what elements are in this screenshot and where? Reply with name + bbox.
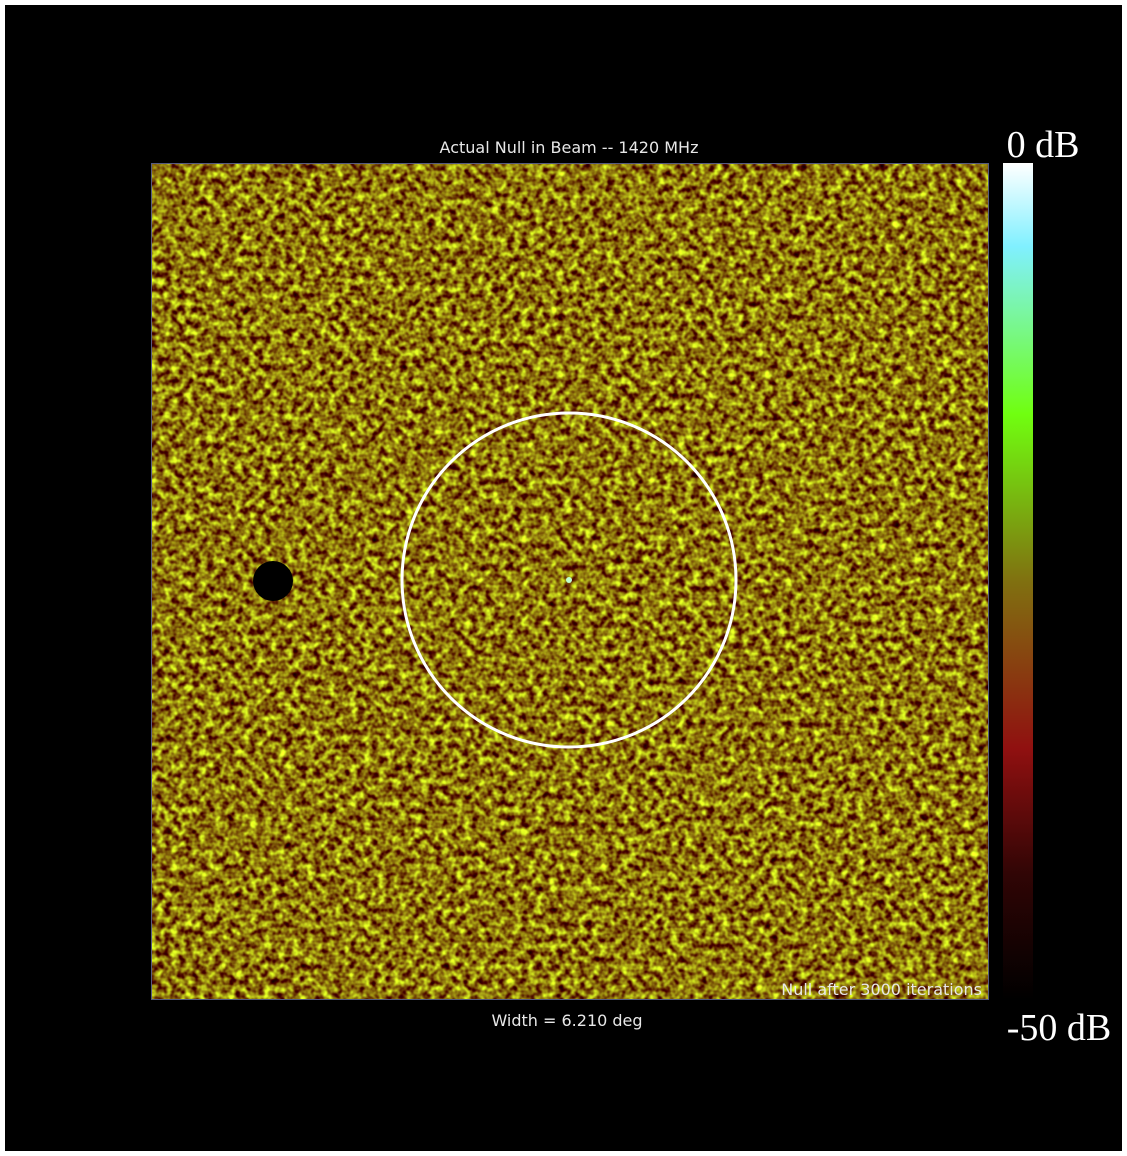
center-point [566, 577, 572, 583]
plot-title: Actual Null in Beam -- 1420 MHz [440, 138, 699, 157]
annotation: Null after 3000 iterations [781, 980, 982, 999]
beam-circle [400, 411, 738, 749]
plot-frame [151, 163, 989, 1000]
colorbar-bottom-label: -50 dB [1007, 1007, 1112, 1049]
caption: Width = 6.210 deg [491, 1011, 642, 1030]
colorbar-top-label: 0 dB [1007, 124, 1080, 166]
null-spot [253, 561, 293, 601]
colorbar [1003, 163, 1033, 1000]
